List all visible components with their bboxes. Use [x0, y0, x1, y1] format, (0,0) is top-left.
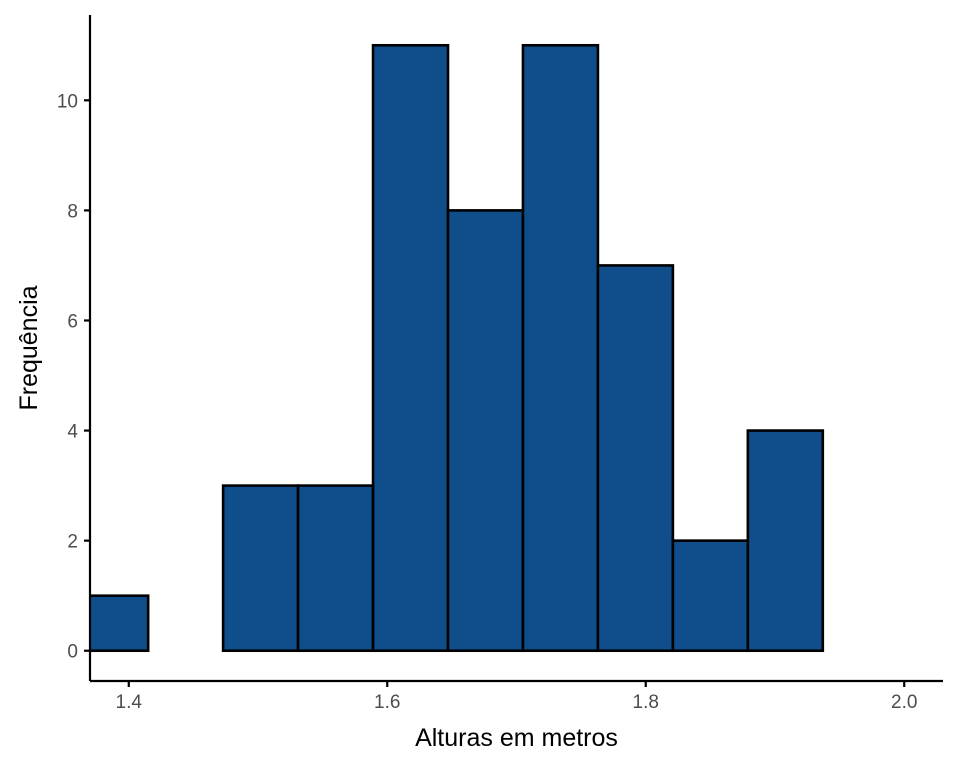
- x-tick-label: 1.6: [374, 692, 400, 713]
- x-axis-title: Alturas em metros: [415, 724, 618, 752]
- y-tick-label: 2: [67, 532, 78, 553]
- histogram-bar-0: [90, 594, 150, 653]
- x-tick-label: 1.8: [633, 692, 659, 713]
- x-tick-label: 2.0: [891, 692, 917, 713]
- y-axis-ticks: 0 2 4 6 8 10: [57, 91, 90, 663]
- y-tick-label: 6: [67, 311, 78, 332]
- y-tick-label: 4: [67, 422, 78, 443]
- x-tick-label: 1.4: [116, 692, 143, 713]
- histogram-bar-5: [446, 209, 525, 653]
- histogram-bar-7: [596, 264, 675, 653]
- histogram-bar-4: [371, 43, 450, 653]
- y-tick-label: 0: [67, 642, 78, 663]
- y-axis-title: Frequência: [15, 285, 43, 410]
- histogram-bar-3: [296, 484, 375, 653]
- x-axis-ticks: 1.4 1.6 1.8 2.0: [116, 681, 917, 713]
- histogram-bar-8: [671, 539, 750, 653]
- histogram-bar-2: [221, 484, 300, 653]
- histogram-bars: [90, 43, 825, 653]
- y-tick-label: 8: [67, 201, 78, 222]
- y-tick-label: 10: [57, 91, 78, 112]
- histogram-bar-9: [746, 429, 825, 653]
- histogram-bar-6: [521, 43, 600, 653]
